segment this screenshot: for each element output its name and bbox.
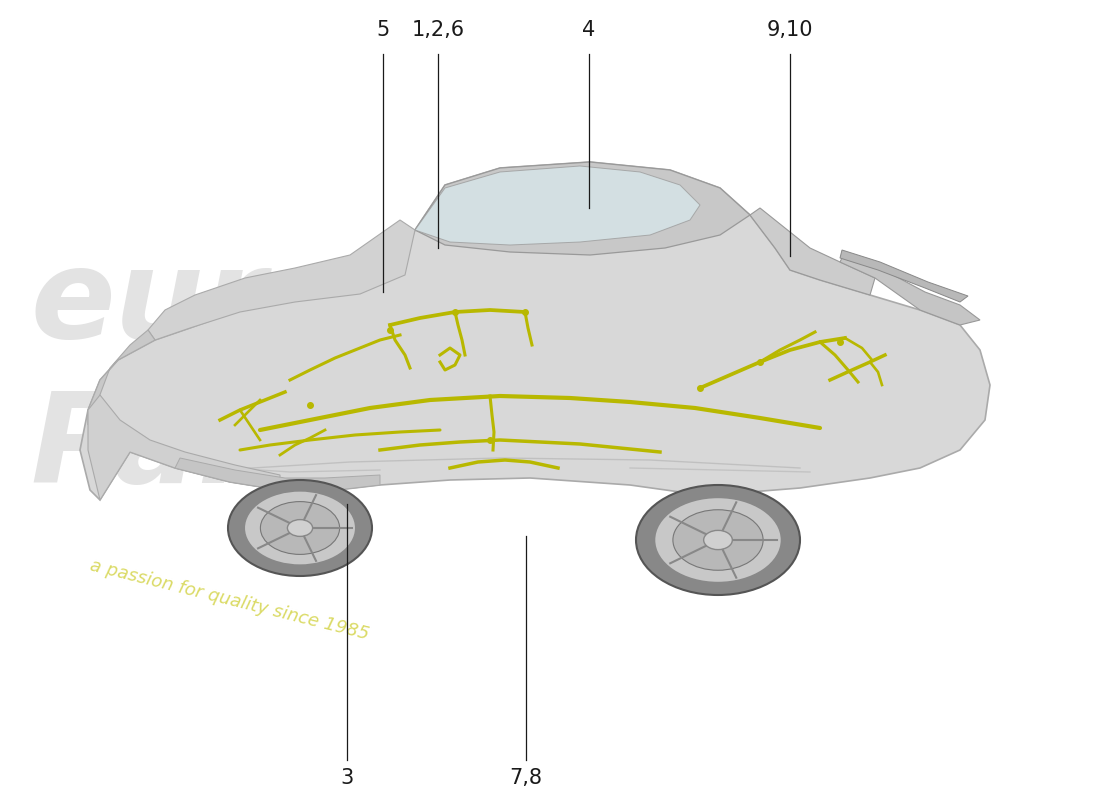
Ellipse shape	[704, 530, 733, 550]
Text: 1,2,6: 1,2,6	[411, 20, 464, 40]
Polygon shape	[750, 208, 874, 295]
Polygon shape	[840, 250, 968, 302]
Text: Parts: Parts	[30, 387, 394, 509]
Ellipse shape	[654, 498, 781, 582]
Polygon shape	[88, 395, 280, 500]
Polygon shape	[415, 162, 750, 255]
Text: a passion for quality since 1985: a passion for quality since 1985	[88, 557, 371, 643]
Text: 4: 4	[582, 20, 595, 40]
Text: 9,10: 9,10	[767, 20, 813, 40]
Polygon shape	[80, 162, 990, 500]
Text: 7,8: 7,8	[509, 768, 542, 787]
Ellipse shape	[287, 520, 312, 536]
Ellipse shape	[673, 510, 763, 570]
Polygon shape	[840, 252, 980, 325]
Polygon shape	[175, 458, 380, 492]
Ellipse shape	[636, 485, 800, 595]
Polygon shape	[415, 166, 700, 245]
Ellipse shape	[261, 502, 340, 554]
Ellipse shape	[228, 480, 372, 576]
Text: 3: 3	[340, 768, 353, 787]
Text: euro: euro	[30, 243, 351, 365]
Ellipse shape	[244, 490, 355, 565]
Text: 5: 5	[376, 20, 389, 40]
Polygon shape	[88, 330, 155, 425]
Polygon shape	[148, 220, 415, 340]
